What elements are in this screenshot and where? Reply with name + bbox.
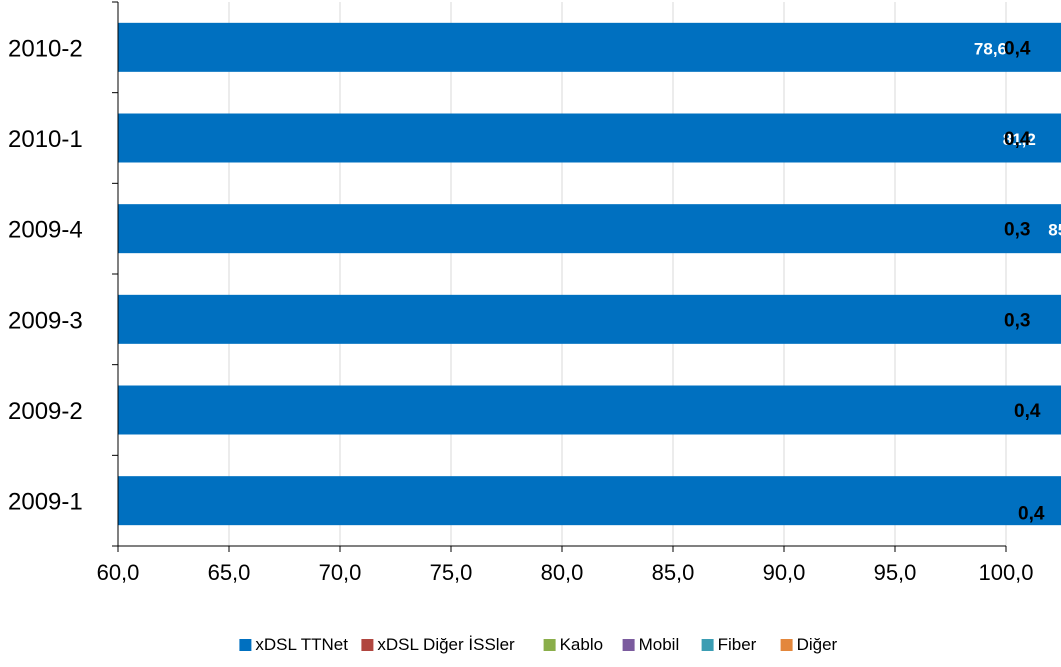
legend-swatch	[701, 639, 714, 651]
legend-swatch	[543, 639, 556, 651]
legend-swatch	[239, 639, 252, 651]
bar-segment	[118, 204, 1061, 254]
category-label: 2009-1	[8, 489, 83, 516]
bar-segment	[118, 294, 1061, 344]
legend-label: Diğer	[797, 635, 838, 654]
data-label: 0,4	[1004, 129, 1031, 150]
legend-swatch	[622, 639, 635, 651]
legend-label: Kablo	[560, 635, 603, 654]
category-label: 2009-3	[8, 307, 83, 334]
data-label: 85,3	[1048, 221, 1061, 240]
bar-segment	[118, 476, 1061, 526]
bar-segment	[118, 22, 1061, 72]
category-label: 2010-2	[8, 35, 83, 62]
x-tick-label: 85,0	[652, 560, 695, 585]
x-tick-label: 80,0	[541, 560, 584, 585]
bar-segment	[118, 113, 1061, 163]
legend-label: Mobil	[639, 635, 680, 654]
category-label: 2009-2	[8, 398, 83, 425]
data-label: 0,4	[1004, 38, 1031, 59]
data-label: 0,3	[1004, 310, 1030, 331]
data-label: 0,3	[1004, 220, 1030, 241]
data-label: 78,6	[974, 39, 1007, 58]
category-label: 2009-4	[8, 217, 83, 244]
x-tick-label: 95,0	[874, 560, 917, 585]
data-label: 81,2	[1003, 130, 1036, 149]
legend-label: xDSL TTNet	[255, 635, 348, 654]
category-label: 2010-1	[8, 126, 83, 153]
legend-label: xDSL Diğer İSSler	[377, 635, 515, 654]
x-tick-label: 90,0	[763, 560, 806, 585]
legend-swatch	[361, 639, 374, 651]
x-tick-label: 100,0	[978, 560, 1033, 585]
legend-swatch	[780, 639, 793, 651]
x-tick-label: 60,0	[97, 560, 140, 585]
data-label: 0,4	[1018, 504, 1045, 525]
x-tick-label: 65,0	[208, 560, 251, 585]
legend-label: Fiber	[718, 635, 757, 654]
data-label: 0,4	[1014, 401, 1041, 422]
bar-segment	[118, 385, 1061, 435]
x-tick-label: 70,0	[319, 560, 362, 585]
x-tick-label: 75,0	[430, 560, 473, 585]
